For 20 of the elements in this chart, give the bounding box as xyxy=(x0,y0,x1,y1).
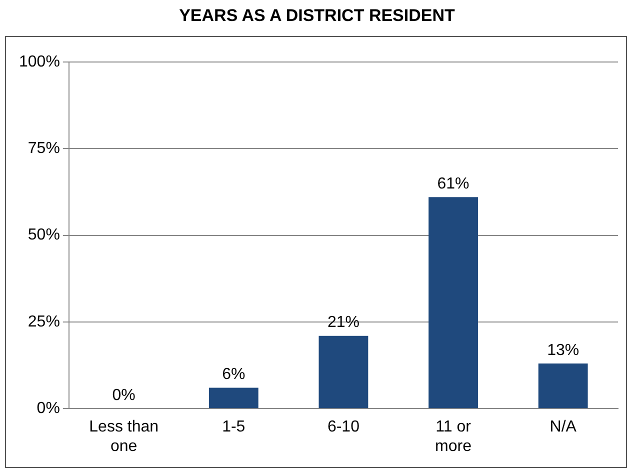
y-tick-label: 100% xyxy=(19,53,60,70)
bar xyxy=(318,336,368,408)
data-label: 21% xyxy=(327,314,360,332)
x-tick-label: N/A xyxy=(550,418,577,436)
y-tick-label: 25% xyxy=(28,313,60,330)
x-tick-label: 6-10 xyxy=(327,418,360,436)
bar xyxy=(428,197,478,408)
bar xyxy=(208,388,258,408)
bar xyxy=(538,364,588,408)
data-label: 61% xyxy=(437,176,470,193)
data-label: 13% xyxy=(547,342,580,359)
y-tick-label: 75% xyxy=(28,140,60,158)
data-label: 0% xyxy=(112,387,136,404)
x-tick-label: 11 or more xyxy=(435,418,472,455)
x-tick-label: Less than one xyxy=(89,418,159,455)
data-label: 6% xyxy=(222,366,246,384)
chart-title: YEARS AS A DISTRICT RESIDENT xyxy=(178,6,456,26)
y-tick-label: 50% xyxy=(28,226,60,244)
y-tick-label: 0% xyxy=(36,400,60,418)
x-tick-label: 1-5 xyxy=(222,418,246,436)
